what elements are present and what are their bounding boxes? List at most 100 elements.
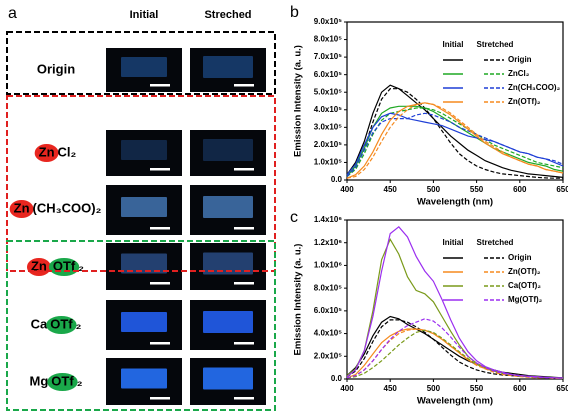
sample-strip xyxy=(121,140,167,160)
y-tick-label: 7.0x10⁵ xyxy=(314,52,342,61)
scale-bar xyxy=(234,84,254,87)
panel-label: a xyxy=(8,5,17,22)
sample-strip xyxy=(203,196,253,218)
legend-header: Stretched xyxy=(477,238,514,247)
row-label: Zn xyxy=(14,200,30,215)
row-label: OTf xyxy=(53,258,76,273)
scale-bar xyxy=(150,282,170,285)
y-tick-label: 0.0 xyxy=(331,374,343,383)
dashed-group-box xyxy=(6,240,276,411)
row-label: Origin xyxy=(37,61,75,76)
y-axis-title: Emission Intensity (a. u.) xyxy=(293,244,304,356)
row-label: ₂ xyxy=(77,373,83,388)
dashed-group-box xyxy=(6,95,276,272)
y-tick-label: 2.0x10⁵ xyxy=(314,351,342,360)
sample-strip xyxy=(121,57,167,77)
scale-bar xyxy=(150,342,170,345)
badge xyxy=(9,200,34,218)
x-tick-label: 500 xyxy=(427,384,441,393)
legend-label: ZnCl₂ xyxy=(508,69,530,78)
legend-label: Origin xyxy=(508,55,532,64)
scale-bar xyxy=(150,168,170,171)
row-label: ₂ xyxy=(76,316,82,331)
y-tick-label: 6.0x10⁵ xyxy=(314,70,342,79)
sample-strip xyxy=(203,56,253,78)
stretched-line xyxy=(346,88,563,179)
x-tick-label: 550 xyxy=(470,384,484,393)
scale-bar xyxy=(234,168,254,171)
y-tick-label: 6.0x10⁵ xyxy=(314,306,342,315)
sample-strip xyxy=(121,197,167,217)
scale-bar xyxy=(150,227,170,230)
sample-strip xyxy=(203,311,253,333)
sample-strip xyxy=(203,367,253,390)
initial-line xyxy=(346,112,564,176)
row-label: ₂ xyxy=(78,258,84,273)
sample-strip xyxy=(203,139,253,161)
badge xyxy=(47,373,78,391)
legend-label: Zn(OTf)₂ xyxy=(508,267,541,276)
row-label: Zn xyxy=(31,258,47,273)
scale-bar xyxy=(234,397,254,400)
plot-frame xyxy=(346,219,564,380)
y-tick-label: 1.0x10⁵ xyxy=(314,158,342,167)
initial-line xyxy=(346,102,564,179)
y-tick-label: 5.0x10⁵ xyxy=(314,87,342,96)
scale-bar xyxy=(234,342,254,345)
y-tick-label: 4.0x10⁵ xyxy=(314,105,342,114)
x-tick-label: 650 xyxy=(556,185,568,194)
x-tick-label: 400 xyxy=(340,185,354,194)
plot-frame xyxy=(346,21,564,181)
badge xyxy=(46,316,77,334)
legend-label: Zn(CH₃COO)₂ xyxy=(508,83,561,92)
sample-strip xyxy=(121,368,167,389)
y-axis-title: Emission Intensity (a. u.) xyxy=(293,45,304,157)
legend-label: Mg(OTf)₂ xyxy=(508,295,543,304)
y-tick-label: 8.0x10⁵ xyxy=(314,35,342,44)
legend-label: Ca(OTf)₂ xyxy=(508,281,541,290)
sample-strip xyxy=(121,253,167,274)
y-tick-label: 1.4x10⁶ xyxy=(314,215,342,224)
legend-label: Origin xyxy=(508,253,532,262)
y-tick-label: 9.0x10⁵ xyxy=(314,17,342,26)
initial-line xyxy=(346,105,564,177)
row-label: (CH₃COO)₂ xyxy=(33,200,102,215)
legend-header: Initial xyxy=(443,40,464,49)
dashed-group-box xyxy=(6,31,276,95)
x-tick-label: 450 xyxy=(384,185,398,194)
legend-header: Stretched xyxy=(477,40,514,49)
y-tick-label: 1.0x10⁶ xyxy=(314,261,342,270)
initial-line xyxy=(346,315,564,379)
x-tick-label: 600 xyxy=(513,185,527,194)
x-tick-label: 550 xyxy=(470,185,484,194)
scale-bar xyxy=(234,282,254,285)
column-header: Streched xyxy=(204,9,251,21)
y-tick-label: 1.2x10⁶ xyxy=(314,238,342,247)
legend-label: Zn(OTf)₂ xyxy=(508,97,541,106)
x-tick-label: 500 xyxy=(427,185,441,194)
sample-strip xyxy=(203,252,253,275)
x-tick-label: 450 xyxy=(384,384,398,393)
x-tick-label: 600 xyxy=(513,384,527,393)
initial-line xyxy=(346,84,564,178)
initial-line xyxy=(346,225,563,379)
row-label: Cl₂ xyxy=(58,144,77,159)
y-tick-label: 2.0x10⁵ xyxy=(314,140,342,149)
y-tick-label: 8.0x10⁵ xyxy=(314,283,342,292)
stretched-line xyxy=(346,102,564,179)
x-axis-title: Wavelength (nm) xyxy=(417,197,493,208)
row-label: Zn xyxy=(39,144,55,159)
x-tick-label: 650 xyxy=(556,384,568,393)
row-label: OTf xyxy=(51,373,74,388)
y-tick-label: 0.0 xyxy=(331,175,343,184)
sample-strip xyxy=(121,312,167,332)
scale-bar xyxy=(234,227,254,230)
stretched-line xyxy=(346,107,564,177)
scale-bar xyxy=(150,397,170,400)
x-axis-title: Wavelength (nm) xyxy=(417,396,493,407)
row-label: Mg xyxy=(30,373,49,388)
panel-label: c xyxy=(290,209,298,226)
legend-header: Initial xyxy=(443,238,464,247)
panel-label: b xyxy=(290,4,299,21)
